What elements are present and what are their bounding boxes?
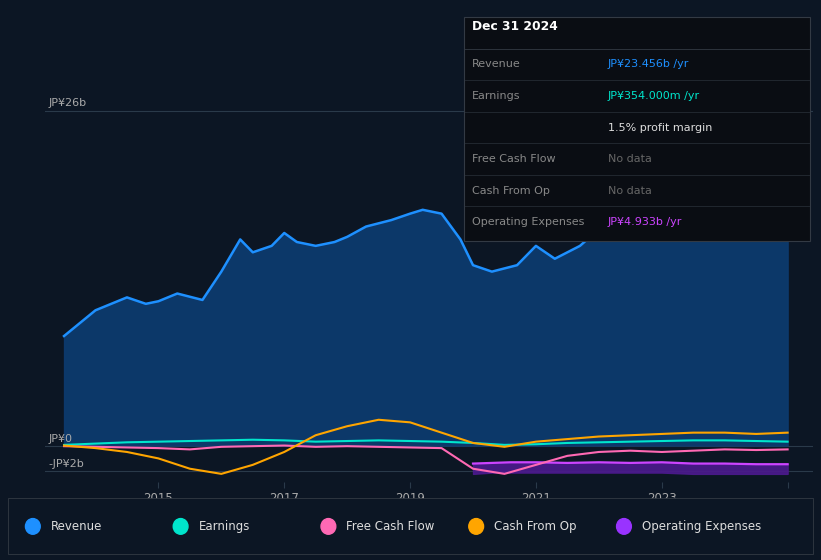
Text: No data: No data — [608, 186, 651, 195]
Text: Earnings: Earnings — [472, 91, 521, 101]
Text: 1.5% profit margin: 1.5% profit margin — [608, 123, 712, 133]
Text: No data: No data — [608, 154, 651, 164]
Text: Cash From Op: Cash From Op — [494, 520, 576, 533]
Text: JP¥26b: JP¥26b — [48, 98, 86, 108]
Text: Free Cash Flow: Free Cash Flow — [472, 154, 556, 164]
Text: JP¥23.456b /yr: JP¥23.456b /yr — [608, 59, 689, 69]
Text: -JP¥2b: -JP¥2b — [48, 459, 84, 469]
Text: JP¥0: JP¥0 — [48, 433, 72, 444]
Text: Dec 31 2024: Dec 31 2024 — [472, 20, 557, 32]
Text: Cash From Op: Cash From Op — [472, 186, 550, 195]
Text: Free Cash Flow: Free Cash Flow — [346, 520, 435, 533]
Text: Operating Expenses: Operating Expenses — [472, 217, 585, 227]
Text: JP¥4.933b /yr: JP¥4.933b /yr — [608, 217, 682, 227]
Text: Revenue: Revenue — [472, 59, 521, 69]
Text: Revenue: Revenue — [51, 520, 103, 533]
Text: Earnings: Earnings — [199, 520, 250, 533]
Text: Operating Expenses: Operating Expenses — [642, 520, 761, 533]
Text: JP¥354.000m /yr: JP¥354.000m /yr — [608, 91, 699, 101]
